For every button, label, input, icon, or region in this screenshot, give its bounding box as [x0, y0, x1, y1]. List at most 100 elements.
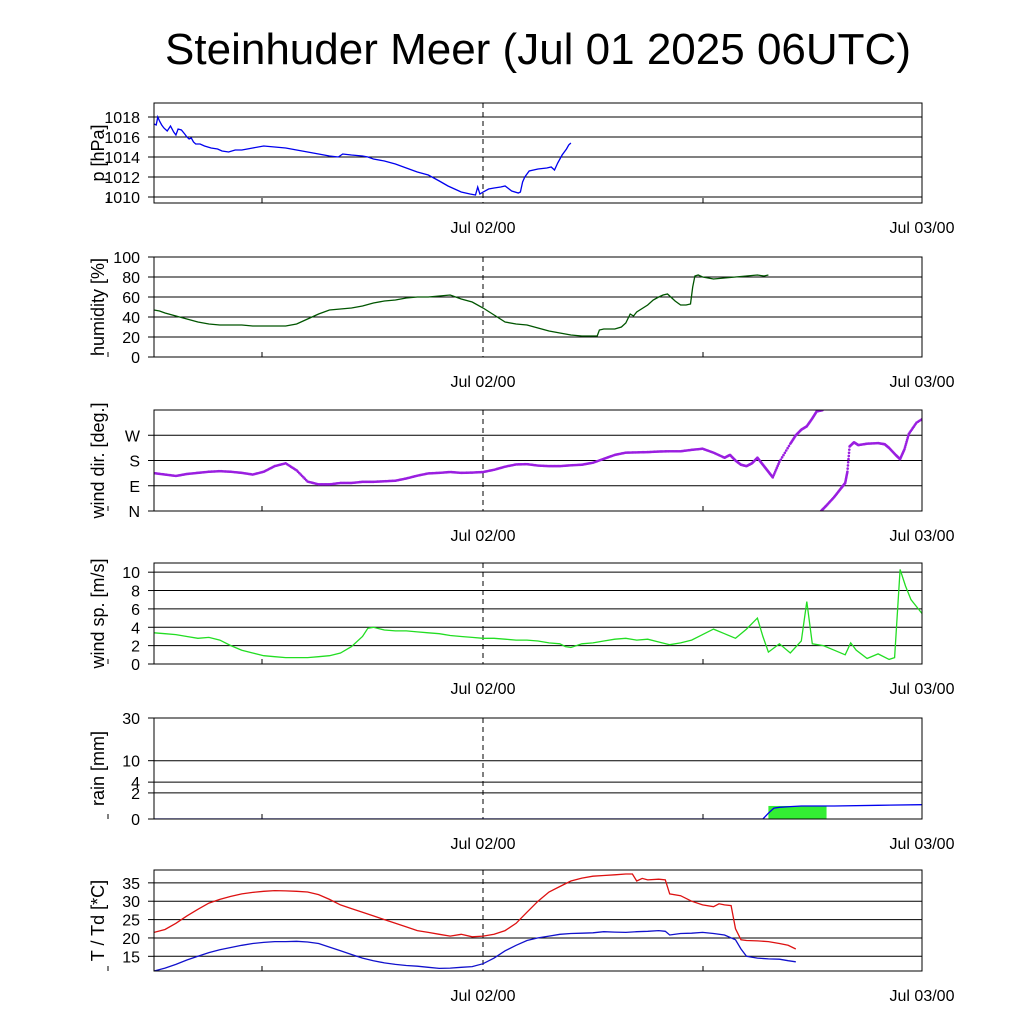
wind-dir-point	[949, 410, 952, 413]
wind-dir-point	[953, 413, 956, 416]
wind-dir-point	[987, 426, 990, 429]
wind-dir-point	[935, 411, 938, 414]
wind-dir-point	[963, 426, 966, 429]
y-axis-label: T / Td [*C]	[88, 880, 108, 961]
series-pressure-0	[154, 114, 572, 196]
wind-dir-point	[967, 428, 970, 431]
wind-dir-point	[984, 426, 987, 429]
wind-dir-point	[936, 411, 939, 414]
wind-dir-point	[778, 460, 781, 464]
x-tick-label: Jul 03/00	[890, 681, 955, 698]
wind-dir-point	[979, 426, 982, 429]
wind-dir-point	[927, 414, 930, 417]
wind-dir-point	[986, 426, 989, 429]
panel-frame	[153, 717, 923, 820]
wind-dir-point	[982, 427, 985, 430]
y-tick-label: 100	[113, 250, 140, 267]
x-tick-label: Jul 03/00	[890, 220, 955, 237]
wind-dir-point	[989, 426, 992, 429]
wind-dir-point	[930, 413, 933, 416]
wind-dir-point	[942, 409, 945, 412]
y-tick-label: 30	[122, 711, 140, 728]
wind-dir-point	[939, 410, 942, 413]
wind-dir-point	[960, 419, 963, 422]
wind-dir-point	[932, 413, 935, 416]
y-tick-label: 80	[122, 270, 140, 287]
wind-dir-point	[934, 412, 937, 415]
wind-dir-point	[964, 427, 967, 430]
wind-dir-point	[930, 413, 933, 416]
series-rain-0	[154, 804, 922, 819]
wind-dir-point	[960, 420, 963, 423]
wind-dir-point	[987, 426, 990, 429]
wind-dir-point	[961, 421, 964, 424]
wind-dir-point	[846, 464, 850, 467]
wind-dir-point	[982, 427, 985, 430]
wind-dir-point	[991, 426, 994, 429]
wind-dir-point	[948, 410, 951, 413]
wind-dir-point	[983, 426, 986, 429]
wind-dir-point	[960, 418, 963, 421]
wind-dir-point	[847, 451, 851, 455]
wind-dir-point	[984, 426, 987, 429]
y-tick-label: S	[129, 454, 140, 471]
y-tick-label: 30	[122, 894, 140, 911]
wind-dir-point	[941, 409, 944, 412]
wind-dir-point	[958, 417, 961, 420]
y-tick-label: 0	[131, 657, 140, 674]
y-axis-label: wind sp. [m/s]	[88, 558, 108, 669]
y-tick-label: 25	[122, 913, 140, 930]
wind-dir-point	[991, 426, 994, 429]
series-temperature-1	[154, 929, 796, 971]
wind-dir-point	[956, 414, 959, 417]
y-tick-label: W	[125, 428, 141, 445]
x-tick-label: Jul 02/00	[451, 528, 516, 545]
panel-frame	[153, 562, 923, 665]
series-wind_speed-0	[154, 569, 922, 661]
y-tick-label: 4	[131, 620, 140, 637]
series-humidity-0	[154, 274, 769, 337]
panel-humidity: 0 20 40 60 80 100 Jul 02/00 Jul 03/00 humidity […	[88, 250, 955, 391]
y-tick-label: N	[128, 504, 140, 521]
wind-dir-point	[928, 414, 931, 417]
wind-dir-point	[952, 412, 955, 415]
x-tick-label: Jul 03/00	[890, 988, 955, 1005]
panel-frame	[153, 102, 923, 204]
panel-rain: 0 24 10 30 Jul 02/00 Jul 03/00 rain [mm]	[88, 711, 955, 853]
wind-dir-point	[955, 414, 958, 417]
wind-dir-point	[961, 422, 964, 425]
wind-dir-point	[972, 427, 975, 430]
wind-dir-point	[926, 414, 929, 417]
wind-dir-point	[985, 426, 988, 429]
panel-frame	[153, 256, 923, 358]
wind-dir-point	[968, 428, 971, 431]
wind-dir-point	[988, 426, 991, 429]
wind-dir-point	[939, 410, 942, 413]
wind-dir-point	[784, 449, 788, 452]
wind-dir-point	[974, 426, 977, 429]
wind-dir-point	[958, 416, 961, 419]
wind-dir-point	[976, 426, 979, 429]
wind-dir-point	[963, 426, 966, 429]
wind-dir-point	[959, 417, 962, 420]
wind-dir-point	[956, 415, 959, 418]
x-tick-label: Jul 03/00	[890, 836, 955, 853]
series-temperature-0	[154, 873, 797, 950]
wind-dir-point	[847, 457, 850, 461]
chart-title: Steinhuder Meer (Jul 01 2025 06UTC)	[165, 25, 911, 74]
wind-dir-point	[989, 426, 992, 429]
wind-dir-point	[962, 424, 965, 427]
y-tick-label: 1010	[104, 190, 140, 207]
y-tick-label: 20	[122, 931, 140, 948]
wind-dir-point	[925, 415, 928, 418]
wind-dir-point	[969, 428, 972, 431]
wind-dir-point	[944, 409, 947, 412]
y-axis-label: humidity [%]	[88, 258, 108, 356]
wind-dir-point	[937, 410, 940, 413]
panel-frame	[153, 869, 923, 972]
wind-dir-point	[951, 411, 954, 414]
panel-pressure: 1010 1012 1014 1016 1018 Jul 02/00 Jul 03/00 p …	[88, 102, 955, 237]
wind-dir-point	[948, 410, 951, 413]
